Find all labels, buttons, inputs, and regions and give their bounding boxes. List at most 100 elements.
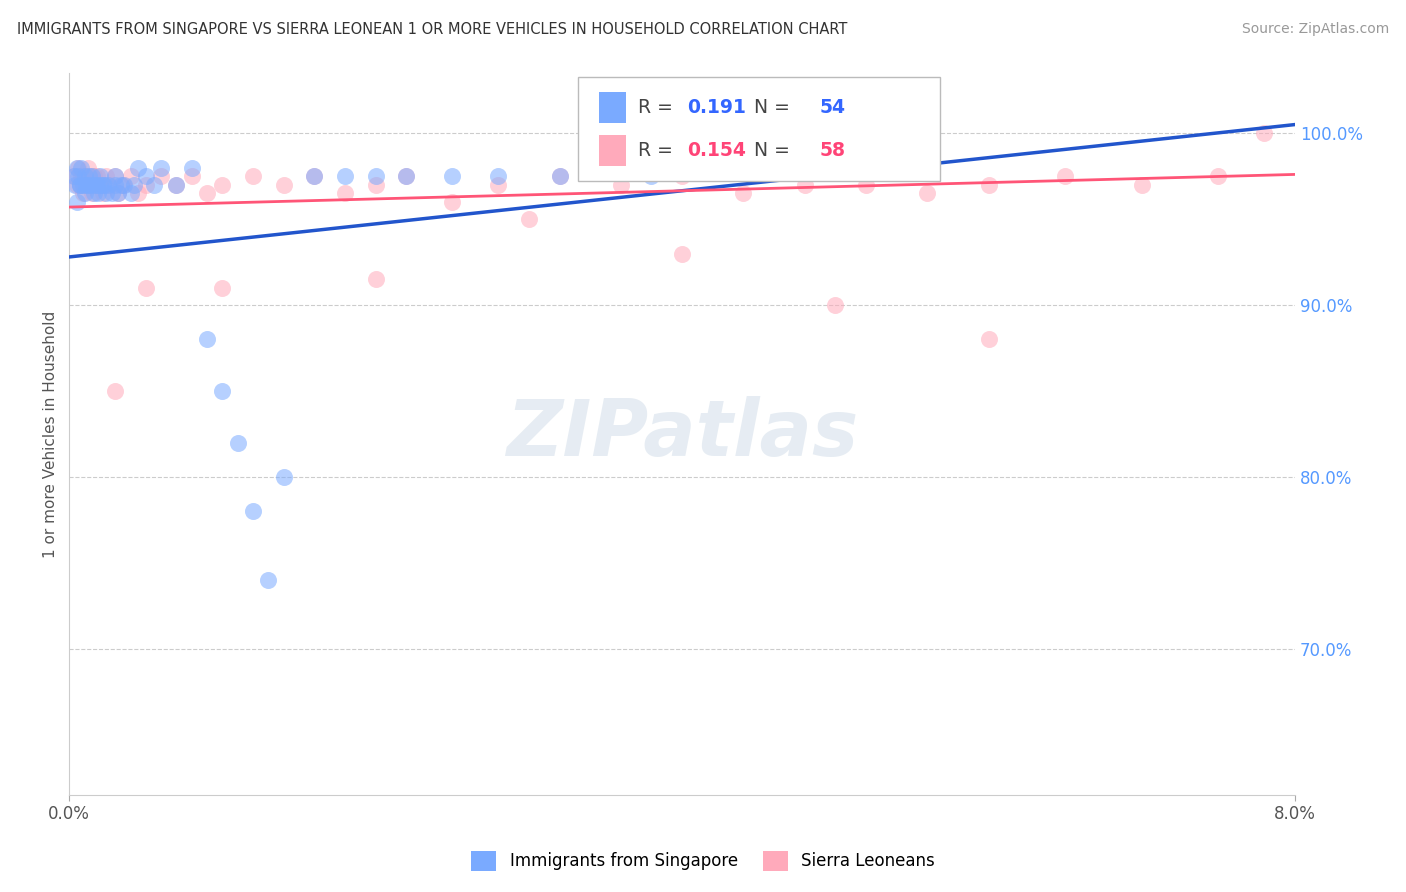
Text: R =: R = bbox=[638, 98, 679, 117]
Point bbox=[441, 194, 464, 209]
Point bbox=[180, 161, 202, 175]
Point bbox=[1054, 169, 1077, 183]
Point bbox=[166, 178, 188, 192]
Point bbox=[111, 178, 134, 192]
Point bbox=[70, 161, 93, 175]
Point bbox=[84, 178, 107, 192]
Point bbox=[364, 169, 387, 183]
Point bbox=[76, 161, 98, 175]
Point bbox=[180, 169, 202, 183]
Point bbox=[195, 333, 218, 347]
Point bbox=[733, 186, 755, 201]
Point bbox=[66, 194, 89, 209]
Point bbox=[257, 573, 280, 587]
Text: IMMIGRANTS FROM SINGAPORE VS SIERRA LEONEAN 1 OR MORE VEHICLES IN HOUSEHOLD CORR: IMMIGRANTS FROM SINGAPORE VS SIERRA LEON… bbox=[17, 22, 848, 37]
Point bbox=[304, 169, 326, 183]
Point bbox=[86, 178, 108, 192]
Point bbox=[82, 169, 104, 183]
Point bbox=[69, 178, 91, 192]
Point bbox=[84, 178, 107, 192]
Point bbox=[977, 333, 1000, 347]
Point bbox=[150, 161, 173, 175]
Point bbox=[73, 169, 96, 183]
Point bbox=[89, 178, 111, 192]
Point bbox=[364, 178, 387, 192]
Point bbox=[73, 169, 96, 183]
Point bbox=[226, 435, 249, 450]
Point bbox=[83, 186, 105, 201]
Point bbox=[76, 178, 98, 192]
Point bbox=[395, 169, 418, 183]
Point bbox=[96, 178, 118, 192]
Point bbox=[640, 169, 662, 183]
Point bbox=[104, 169, 127, 183]
Point bbox=[91, 178, 114, 192]
Point bbox=[273, 178, 295, 192]
Text: 0.154: 0.154 bbox=[688, 141, 747, 160]
Point bbox=[548, 169, 571, 183]
FancyBboxPatch shape bbox=[578, 77, 939, 181]
Point bbox=[73, 186, 96, 201]
Point bbox=[122, 178, 145, 192]
Point bbox=[107, 186, 129, 201]
Point bbox=[135, 169, 157, 183]
Point bbox=[69, 178, 91, 192]
Point bbox=[79, 178, 101, 192]
Point bbox=[69, 178, 91, 192]
Point bbox=[65, 178, 87, 192]
Point bbox=[72, 178, 94, 192]
Point bbox=[72, 186, 94, 201]
Point bbox=[127, 186, 149, 201]
Point bbox=[486, 178, 509, 192]
Point bbox=[104, 178, 127, 192]
Point bbox=[304, 169, 326, 183]
Text: N =: N = bbox=[742, 141, 796, 160]
Point bbox=[66, 161, 89, 175]
Point bbox=[110, 178, 132, 192]
Point bbox=[395, 169, 418, 183]
Point bbox=[83, 169, 105, 183]
Point bbox=[66, 178, 89, 192]
Point bbox=[671, 246, 693, 260]
Point bbox=[364, 272, 387, 286]
Point bbox=[242, 504, 264, 518]
Point bbox=[63, 169, 86, 183]
Point bbox=[75, 178, 97, 192]
Point bbox=[824, 298, 846, 312]
Text: Source: ZipAtlas.com: Source: ZipAtlas.com bbox=[1241, 22, 1389, 37]
Point bbox=[855, 178, 877, 192]
Point bbox=[486, 169, 509, 183]
Point bbox=[104, 384, 127, 398]
Point bbox=[98, 178, 121, 192]
Point bbox=[211, 384, 233, 398]
Point bbox=[977, 178, 1000, 192]
Point bbox=[273, 470, 295, 484]
Point bbox=[112, 178, 135, 192]
Point bbox=[101, 186, 124, 201]
Point bbox=[333, 169, 356, 183]
Point bbox=[91, 186, 114, 201]
Point bbox=[793, 178, 815, 192]
Point bbox=[70, 169, 93, 183]
Point bbox=[82, 186, 104, 201]
Point bbox=[63, 169, 86, 183]
Point bbox=[77, 169, 100, 183]
Point bbox=[89, 169, 111, 183]
Point bbox=[79, 169, 101, 183]
Point bbox=[135, 281, 157, 295]
Point bbox=[75, 178, 97, 192]
Text: ZIPatlas: ZIPatlas bbox=[506, 396, 858, 472]
Point bbox=[1208, 169, 1230, 183]
Y-axis label: 1 or more Vehicles in Household: 1 or more Vehicles in Household bbox=[44, 310, 58, 558]
Point bbox=[333, 186, 356, 201]
Legend: Immigrants from Singapore, Sierra Leoneans: Immigrants from Singapore, Sierra Leonea… bbox=[463, 842, 943, 880]
Point bbox=[1130, 178, 1153, 192]
Text: 58: 58 bbox=[820, 141, 845, 160]
Point bbox=[120, 186, 142, 201]
Point bbox=[242, 169, 264, 183]
Point bbox=[127, 161, 149, 175]
Point bbox=[142, 178, 165, 192]
Point bbox=[67, 161, 90, 175]
Text: 0.191: 0.191 bbox=[688, 98, 747, 117]
Point bbox=[166, 178, 188, 192]
